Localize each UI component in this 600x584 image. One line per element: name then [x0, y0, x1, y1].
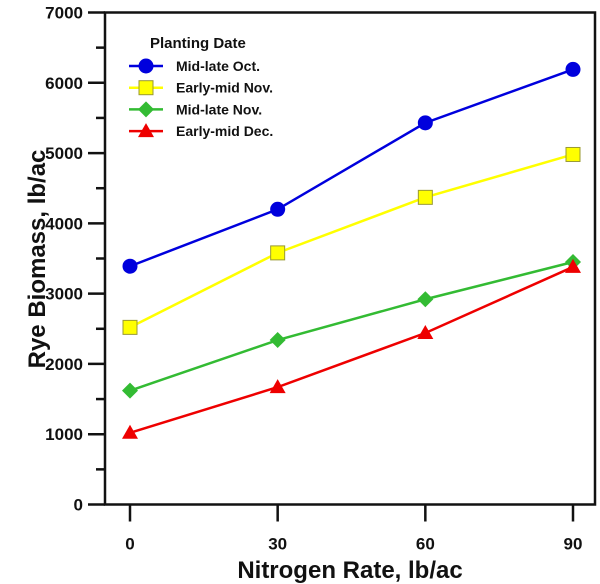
legend-marker [138, 101, 154, 118]
legend-marker [138, 123, 154, 138]
y-tick-label: 1000 [45, 425, 83, 444]
series-line [129, 260, 574, 392]
legend-item: Mid-late Oct. [129, 58, 260, 74]
legend-label: Early-mid Dec. [176, 123, 273, 139]
data-point [417, 325, 434, 340]
y-axis-title: Rye Biomass, lb/ac [24, 150, 51, 369]
x-axis-title: Nitrogen Rate, lb/ac [237, 557, 462, 584]
y-tick-label: 0 [74, 496, 83, 515]
data-point [122, 319, 138, 335]
legend-marker [138, 80, 154, 96]
data-point [269, 379, 286, 394]
series-line [129, 68, 574, 268]
legend: Planting Date Mid-late Oct. Early-mid Nov.… [129, 35, 273, 139]
data-point [270, 201, 286, 217]
x-tick-label: 0 [125, 535, 134, 554]
y-tick-label: 3000 [45, 285, 83, 304]
data-point [565, 146, 581, 162]
y-tick-label: 4000 [45, 214, 83, 233]
data-point [269, 332, 286, 349]
series-early-mid-nov [122, 146, 581, 335]
y-tick-label: 2000 [45, 355, 83, 374]
data-point [122, 424, 138, 439]
x-tick-label: 90 [564, 535, 583, 554]
data-point [122, 382, 138, 399]
x-tick-label: 30 [268, 535, 287, 554]
series-line [129, 265, 574, 435]
y-tick-label: 7000 [45, 4, 83, 23]
legend-item: Early-mid Nov. [129, 80, 273, 96]
data-point [270, 245, 286, 261]
legend-item: Early-mid Dec. [129, 123, 273, 139]
legend-title: Planting Date [150, 35, 246, 52]
series-layer [122, 61, 581, 439]
data-point [417, 189, 433, 205]
legend-label: Early-mid Nov. [176, 80, 273, 96]
legend-marker [138, 58, 154, 74]
axes: 0 1000 2000 3000 4000 5000 6000 7000 0 30 60 90 [45, 4, 597, 554]
y-tick-label: 5000 [45, 144, 83, 163]
series-line [129, 153, 574, 329]
data-point [417, 291, 434, 308]
data-point [417, 115, 433, 131]
legend-label: Mid-late Nov. [176, 101, 262, 117]
series-early-mid-dec [122, 258, 581, 439]
data-point [565, 61, 581, 77]
legend-item: Mid-late Nov. [129, 101, 262, 118]
y-tick-label: 6000 [45, 74, 83, 93]
data-point [565, 258, 581, 273]
series-mid-late-nov [122, 254, 581, 399]
data-point [122, 258, 138, 274]
x-tick-label: 60 [416, 535, 435, 554]
legend-label: Mid-late Oct. [176, 58, 260, 74]
series-mid-late-oct [122, 61, 581, 274]
